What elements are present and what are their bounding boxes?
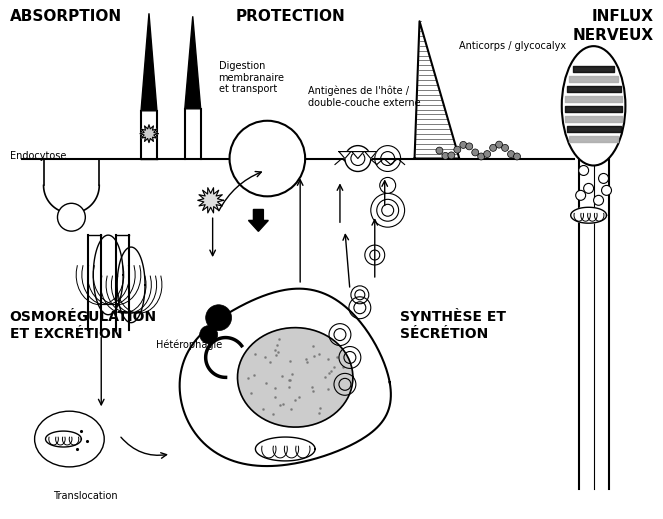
Circle shape	[599, 173, 609, 183]
Circle shape	[460, 141, 467, 148]
Text: OSMORÉGULATION
ET EXCRÉTION: OSMORÉGULATION ET EXCRÉTION	[10, 310, 157, 341]
Text: PROTECTION: PROTECTION	[235, 9, 345, 24]
Polygon shape	[180, 289, 391, 466]
Polygon shape	[352, 152, 364, 158]
Polygon shape	[198, 188, 223, 213]
Text: SYNTHÈSE ET
SÉCRÉTION: SYNTHÈSE ET SÉCRÉTION	[400, 310, 506, 341]
Polygon shape	[93, 235, 123, 315]
Polygon shape	[571, 207, 607, 223]
Circle shape	[380, 177, 396, 194]
Circle shape	[351, 152, 365, 166]
Text: Hétérophagie: Hétérophagie	[156, 339, 222, 350]
Circle shape	[514, 153, 520, 160]
Circle shape	[502, 144, 509, 152]
Circle shape	[442, 153, 449, 159]
Circle shape	[200, 325, 217, 344]
Text: ABSORPTION: ABSORPTION	[10, 9, 122, 24]
Polygon shape	[140, 125, 158, 143]
Circle shape	[508, 151, 514, 158]
Polygon shape	[141, 13, 157, 111]
Circle shape	[583, 183, 593, 194]
Text: Endocytose: Endocytose	[10, 151, 66, 160]
Circle shape	[484, 151, 491, 158]
Polygon shape	[117, 247, 145, 323]
Circle shape	[206, 305, 231, 331]
Circle shape	[58, 203, 86, 231]
Circle shape	[579, 166, 589, 175]
Circle shape	[575, 190, 585, 200]
Circle shape	[496, 141, 503, 148]
Polygon shape	[414, 21, 459, 158]
Polygon shape	[339, 152, 351, 158]
Circle shape	[345, 146, 371, 171]
Circle shape	[472, 149, 479, 156]
Polygon shape	[249, 210, 269, 231]
Polygon shape	[237, 327, 353, 427]
Circle shape	[448, 152, 455, 159]
Circle shape	[593, 195, 603, 206]
Text: Antigènes de l'hôte /
double-couche externe: Antigènes de l'hôte / double-couche exte…	[308, 86, 421, 108]
Circle shape	[601, 185, 611, 195]
Polygon shape	[185, 16, 201, 109]
Circle shape	[454, 146, 461, 153]
Polygon shape	[255, 437, 315, 461]
Text: Anticorps / glycocalyx: Anticorps / glycocalyx	[459, 41, 566, 51]
Ellipse shape	[34, 411, 104, 467]
Polygon shape	[365, 152, 377, 158]
Circle shape	[478, 153, 485, 160]
Text: Translocation: Translocation	[54, 491, 118, 501]
Circle shape	[466, 143, 473, 150]
Ellipse shape	[562, 46, 625, 166]
Circle shape	[436, 147, 443, 154]
Text: INFLUX
NERVEUX: INFLUX NERVEUX	[572, 9, 653, 43]
Circle shape	[490, 144, 497, 152]
Polygon shape	[46, 431, 82, 447]
Text: Digestion
membranaire
et transport: Digestion membranaire et transport	[219, 61, 284, 94]
Circle shape	[229, 121, 305, 196]
